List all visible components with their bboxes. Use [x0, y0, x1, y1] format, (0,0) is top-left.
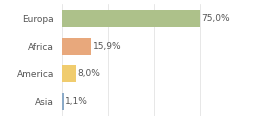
Text: 75,0%: 75,0% — [202, 14, 230, 23]
Bar — [62, 65, 76, 82]
Bar — [62, 10, 200, 27]
Bar — [62, 93, 64, 110]
Bar — [62, 38, 91, 55]
Text: 1,1%: 1,1% — [65, 97, 88, 106]
Text: 15,9%: 15,9% — [92, 42, 121, 51]
Text: 8,0%: 8,0% — [78, 69, 101, 78]
